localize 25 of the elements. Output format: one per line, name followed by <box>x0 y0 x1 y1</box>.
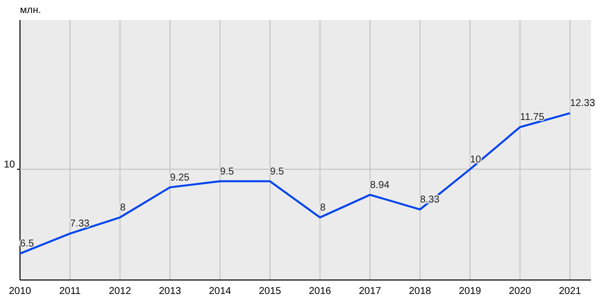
x-tick-label: 2018 <box>408 286 432 297</box>
x-tick-label: 2021 <box>558 286 582 297</box>
x-tick-label: 2016 <box>308 286 332 297</box>
data-label: 8 <box>120 202 126 214</box>
ref-line-label: 10 <box>4 159 16 170</box>
x-tick-label: 2011 <box>59 286 82 297</box>
x-tick-label: 2010 <box>8 286 32 297</box>
x-tick-label: 2020 <box>508 286 532 297</box>
x-tick-label: 2012 <box>108 286 132 297</box>
data-label: 9.25 <box>170 172 190 184</box>
x-tick-label: 2014 <box>208 286 232 297</box>
data-label: 9.5 <box>270 166 284 178</box>
data-label: 8 <box>320 202 326 214</box>
x-tick-label: 2013 <box>158 286 182 297</box>
data-label: 10 <box>470 154 482 166</box>
data-label: 9.5 <box>220 166 234 178</box>
data-label: 11.75 <box>520 112 545 124</box>
data-label: 12.33 <box>570 98 596 110</box>
data-label: 6.5 <box>20 238 34 250</box>
y-axis-title: млн. <box>20 5 42 16</box>
x-tick-label: 2015 <box>258 286 282 297</box>
x-tick-label: 2019 <box>458 286 482 297</box>
data-label: 8.94 <box>370 180 390 191</box>
x-tick-label: 2017 <box>358 286 382 297</box>
data-label: 7.33 <box>70 218 90 230</box>
